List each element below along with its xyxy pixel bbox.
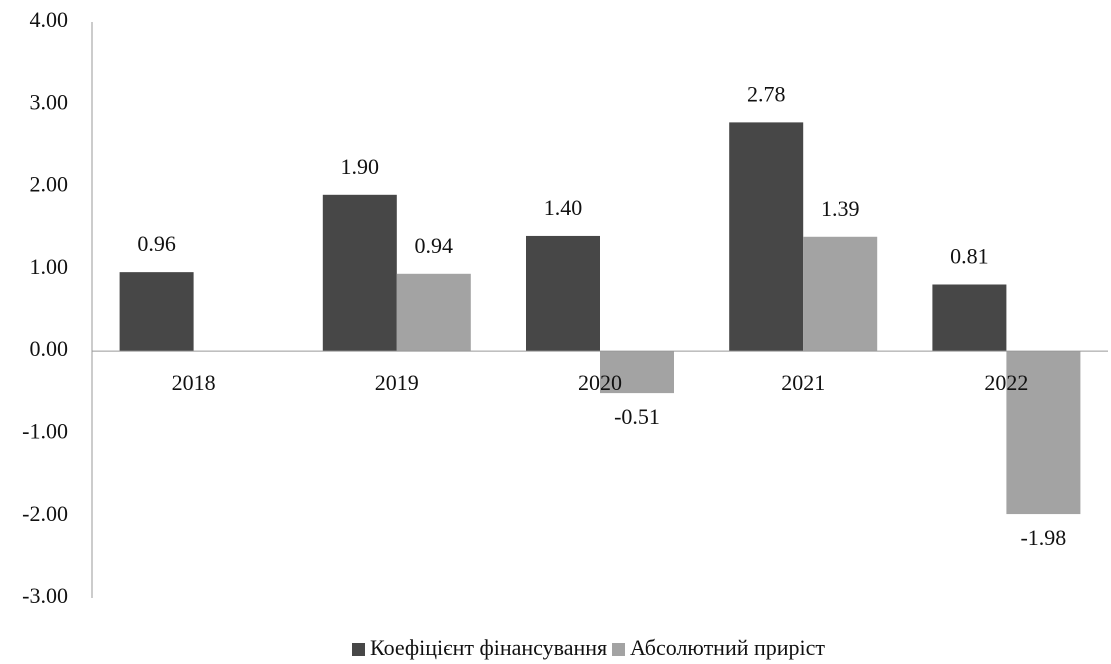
- y-tick-label: 1.00: [30, 254, 69, 279]
- data-label: 0.96: [137, 231, 176, 256]
- bar: [120, 272, 194, 351]
- data-label: 0.94: [415, 233, 454, 258]
- y-tick-label: -2.00: [22, 501, 68, 526]
- bar: [729, 122, 803, 351]
- data-label: 1.39: [821, 196, 860, 221]
- x-tick-label: 2022: [984, 370, 1028, 395]
- x-tick-label: 2020: [578, 370, 622, 395]
- y-tick-label: 2.00: [30, 172, 69, 197]
- data-label: -0.51: [614, 404, 660, 429]
- legend-swatch: [352, 643, 365, 656]
- y-tick-label: 3.00: [30, 89, 69, 114]
- legend-swatch: [612, 643, 625, 656]
- bar: [323, 195, 397, 351]
- legend-label: Коефіцієнт фінансування: [370, 635, 607, 660]
- bar: [932, 284, 1006, 351]
- y-tick-label: 4.00: [30, 7, 69, 32]
- data-label: 0.81: [950, 244, 989, 269]
- data-label: 1.90: [341, 154, 380, 179]
- x-tick-label: 2021: [781, 370, 825, 395]
- y-tick-label: 0.00: [30, 336, 69, 361]
- bar: [397, 274, 471, 351]
- data-label: -1.98: [1020, 525, 1066, 550]
- bar: [526, 236, 600, 351]
- y-tick-label: -3.00: [22, 583, 68, 608]
- y-tick-label: -1.00: [22, 418, 68, 443]
- bar: [803, 237, 877, 351]
- x-tick-label: 2019: [375, 370, 419, 395]
- chart: -3.00 -2.00 -1.00 0.00 1.00 2.00 3.00 4.00 0.96 1…: [0, 0, 1111, 664]
- data-label: 2.78: [747, 81, 786, 106]
- data-label: 1.40: [544, 195, 583, 220]
- x-tick-label: 2018: [172, 370, 216, 395]
- legend-label: Абсолютний приріст: [630, 635, 825, 660]
